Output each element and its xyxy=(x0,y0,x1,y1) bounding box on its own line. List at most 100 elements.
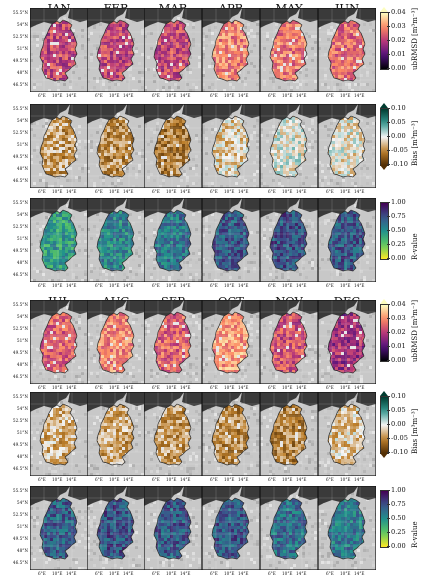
grid-cell xyxy=(47,48,50,51)
grid-cell xyxy=(234,63,237,66)
neighbour-cell xyxy=(189,83,192,86)
grid-cell xyxy=(292,21,295,24)
map-svg xyxy=(260,8,318,92)
grid-cell xyxy=(125,135,128,138)
neighbour-cell xyxy=(208,176,211,179)
grid-cell xyxy=(335,72,338,75)
lat-tick-label: 46.5°N xyxy=(8,82,28,87)
grid-cell xyxy=(59,54,62,57)
neighbour-cell xyxy=(256,122,259,125)
grid-cell xyxy=(237,153,240,156)
neighbour-cell xyxy=(90,143,93,146)
grid-cell xyxy=(231,138,234,141)
neighbour-cell xyxy=(102,179,105,182)
grid-cell xyxy=(222,66,225,69)
grid-cell xyxy=(353,63,356,66)
grid-cell xyxy=(161,168,164,171)
grid-cell xyxy=(167,33,170,36)
neighbour-cell xyxy=(308,143,311,146)
grid-cell xyxy=(164,144,167,147)
grid-cell xyxy=(158,48,161,51)
grid-cell xyxy=(116,141,119,144)
neighbour-cell xyxy=(314,35,317,38)
grid-cell xyxy=(50,165,53,168)
grid-cell xyxy=(59,33,62,36)
neighbour-cell xyxy=(153,74,156,77)
grid-cell xyxy=(341,33,344,36)
grid-cell xyxy=(335,69,338,72)
grid-cell xyxy=(113,132,116,135)
neighbour-cell xyxy=(156,128,159,131)
grid-cell xyxy=(240,33,243,36)
grid-cell xyxy=(277,75,280,78)
grid-cell xyxy=(359,42,362,45)
grid-cell xyxy=(359,51,362,54)
grid-cell xyxy=(110,33,113,36)
grid-cell xyxy=(240,159,243,162)
neighbour-cell xyxy=(75,65,78,68)
grid-cell xyxy=(344,45,347,48)
grid-cell xyxy=(347,24,350,27)
grid-cell xyxy=(71,57,74,60)
grid-cell xyxy=(240,63,243,66)
grid-cell xyxy=(353,24,356,27)
grid-cell xyxy=(164,57,167,60)
neighbour-cell xyxy=(263,80,266,83)
grid-cell xyxy=(292,117,295,120)
grid-cell xyxy=(286,33,289,36)
grid-cell xyxy=(125,48,128,51)
grid-cell xyxy=(179,63,182,66)
grid-cell xyxy=(219,72,222,75)
grid-cell xyxy=(101,138,104,141)
neighbour-cell xyxy=(33,122,36,125)
grid-cell xyxy=(50,162,53,165)
grid-cell xyxy=(280,135,283,138)
grid-cell xyxy=(101,147,104,150)
grid-cell xyxy=(164,138,167,141)
lon-tick-label: 10°E xyxy=(166,189,176,194)
neighbour-cell xyxy=(253,131,256,134)
neighbour-cell xyxy=(327,29,330,32)
neighbour-cell xyxy=(153,179,156,182)
grid-cell xyxy=(158,60,161,63)
grid-cell xyxy=(170,69,173,72)
grid-cell xyxy=(228,132,231,135)
grid-cell xyxy=(292,30,295,33)
grid-cell xyxy=(277,69,280,72)
grid-cell xyxy=(119,159,122,162)
lat-tick-label: 49.5°N xyxy=(8,58,28,63)
grid-cell xyxy=(231,63,234,66)
grid-cell xyxy=(350,54,353,57)
grid-cell xyxy=(110,66,113,69)
grid-cell xyxy=(292,42,295,45)
grid-cell xyxy=(50,42,53,45)
grid-cell xyxy=(53,75,56,78)
grid-cell xyxy=(237,45,240,48)
grid-cell xyxy=(298,42,301,45)
grid-cell xyxy=(47,51,50,54)
grid-cell xyxy=(289,57,292,60)
grid-cell xyxy=(283,63,286,66)
grid-cell xyxy=(119,138,122,141)
grid-cell xyxy=(47,150,50,153)
neighbour-cell xyxy=(72,29,75,32)
grid-cell xyxy=(107,129,110,132)
grid-cell xyxy=(292,126,295,129)
grid-cell xyxy=(122,30,125,33)
grid-cell xyxy=(243,57,246,60)
grid-cell xyxy=(65,27,68,30)
grid-cell xyxy=(222,123,225,126)
grid-cell xyxy=(53,138,56,141)
grid-cell xyxy=(237,66,240,69)
neighbour-cell xyxy=(256,161,259,164)
grid-cell xyxy=(280,75,283,78)
grid-cell xyxy=(107,27,110,30)
grid-cell xyxy=(332,48,335,51)
grid-cell xyxy=(185,144,188,147)
neighbour-cell xyxy=(189,68,192,71)
grid-cell xyxy=(53,135,56,138)
grid-cell xyxy=(68,42,71,45)
grid-cell xyxy=(185,132,188,135)
grid-cell xyxy=(113,150,116,153)
grid-cell xyxy=(59,144,62,147)
